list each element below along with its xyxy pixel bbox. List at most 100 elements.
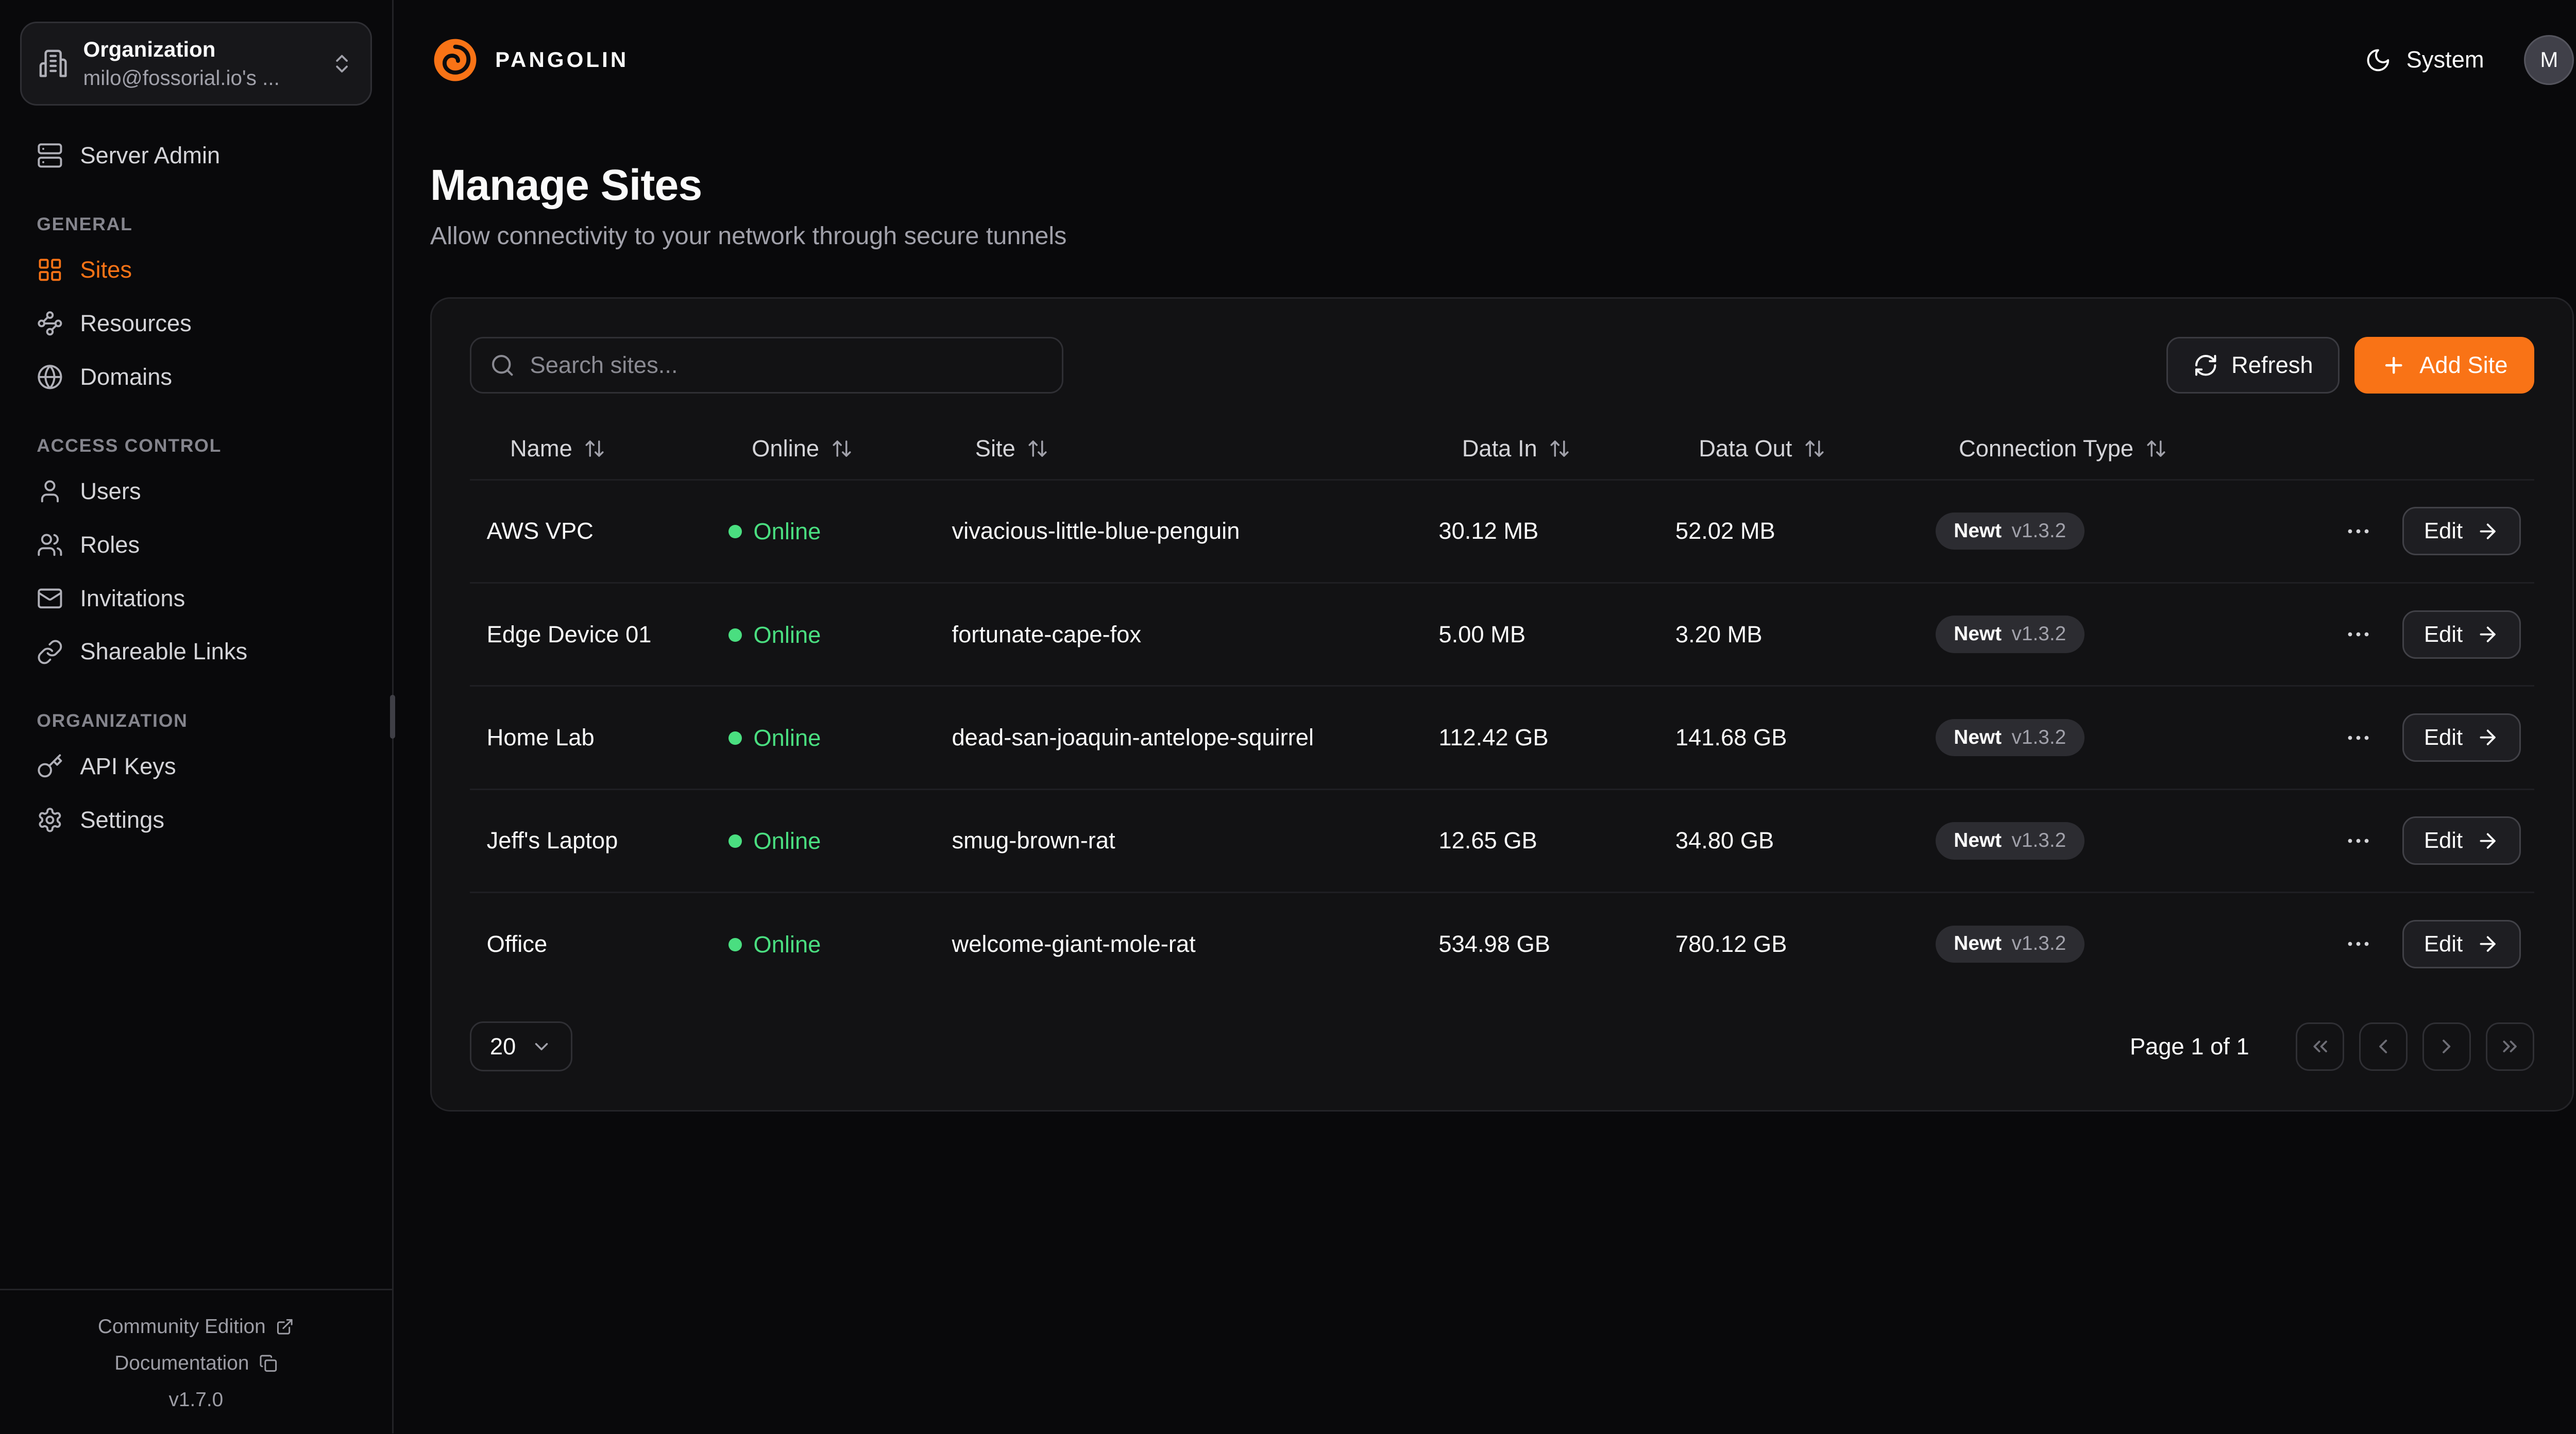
edit-button[interactable]: Edit xyxy=(2402,507,2521,556)
sidebar-nav: Server Admin GENERAL Sites Resources Do xyxy=(20,129,372,846)
sidebar-item-resources[interactable]: Resources xyxy=(20,297,372,350)
pangolin-logo-icon xyxy=(430,35,480,85)
connection-type-badge: Newt v1.3.2 xyxy=(1935,925,2084,963)
sidebar-item-label: Sites xyxy=(80,257,132,283)
first-page-button[interactable] xyxy=(2296,1022,2345,1071)
brand[interactable]: PANGOLIN xyxy=(430,35,629,85)
sidebar-item-roles[interactable]: Roles xyxy=(20,518,372,572)
org-selector-texts: Organization milo@fossorial.io's ... xyxy=(83,35,316,92)
edit-button[interactable]: Edit xyxy=(2402,816,2521,865)
waypoints-icon xyxy=(37,310,63,337)
row-menu-button[interactable] xyxy=(2339,719,2377,757)
sidebar-item-label: Resources xyxy=(80,310,192,337)
column-header-data-out[interactable]: Data Out xyxy=(1659,419,1919,480)
edit-button[interactable]: Edit xyxy=(2402,610,2521,659)
documentation-link[interactable]: Documentation xyxy=(114,1352,277,1375)
key-icon xyxy=(37,753,63,780)
edit-button[interactable]: Edit xyxy=(2402,713,2521,762)
cell-data-in: 112.42 GB xyxy=(1422,685,1659,790)
toolbar-actions: Refresh Add Site xyxy=(2166,337,2534,394)
cell-name: AWS VPC xyxy=(470,479,712,583)
sort-icon xyxy=(1027,438,1048,459)
sidebar-item-users[interactable]: Users xyxy=(20,465,372,518)
sidebar-item-label: Server Admin xyxy=(80,142,221,168)
row-menu-button[interactable] xyxy=(2339,615,2377,653)
page-subtitle: Allow connectivity to your network throu… xyxy=(430,222,1067,250)
sidebar-item-label: Domains xyxy=(80,363,173,390)
sidebar-item-domains[interactable]: Domains xyxy=(20,350,372,404)
sidebar-item-label: Settings xyxy=(80,806,164,833)
sidebar-item-shareable-links[interactable]: Shareable Links xyxy=(20,625,372,679)
plus-icon xyxy=(2381,353,2406,378)
chevron-right-icon xyxy=(2435,1035,2458,1058)
sort-icon xyxy=(584,438,605,459)
org-selector[interactable]: Organization milo@fossorial.io's ... xyxy=(20,22,372,106)
org-selector-value: milo@fossorial.io's ... xyxy=(83,66,280,90)
page-title: Manage Sites xyxy=(430,160,702,209)
sidebar-footer: Community Edition Documentation v1.7.0 xyxy=(0,1288,392,1433)
main-content: PANGOLIN System M Manage Sites Allow con… xyxy=(394,0,2576,1433)
refresh-button[interactable]: Refresh xyxy=(2166,337,2340,394)
topbar-right: System M xyxy=(2365,35,2574,86)
arrow-right-icon xyxy=(2476,520,2499,543)
arrow-right-icon xyxy=(2476,829,2499,852)
topbar: PANGOLIN System M xyxy=(430,0,2574,120)
pagination: 20 Page 1 of 1 xyxy=(470,1021,2534,1072)
arrow-right-icon xyxy=(2476,726,2499,749)
refresh-icon xyxy=(2193,353,2218,378)
sidebar-item-label: Invitations xyxy=(80,585,185,611)
table-row: Edge Device 01 Online fortunate-cape-fox… xyxy=(470,582,2534,686)
avatar[interactable]: M xyxy=(2524,35,2574,86)
cell-data-out: 3.20 MB xyxy=(1658,582,1919,686)
edit-button[interactable]: Edit xyxy=(2402,919,2521,968)
column-header-online[interactable]: Online xyxy=(712,419,936,480)
table-row: Home Lab Online dead-san-joaquin-antelop… xyxy=(470,685,2534,790)
user-icon xyxy=(37,478,63,505)
sidebar-item-api-keys[interactable]: API Keys xyxy=(20,740,372,793)
sidebar-item-label: Shareable Links xyxy=(80,638,248,665)
sidebar-item-sites[interactable]: Sites xyxy=(20,243,372,297)
page-size-select[interactable]: 20 xyxy=(470,1021,573,1072)
last-page-button[interactable] xyxy=(2486,1022,2534,1071)
status-badge: Online xyxy=(728,931,821,958)
cell-site: welcome-giant-mole-rat xyxy=(935,892,1422,995)
table-row: AWS VPC Online vivacious-little-blue-pen… xyxy=(470,479,2534,583)
cell-data-out: 780.12 GB xyxy=(1658,892,1919,995)
gear-icon xyxy=(37,807,63,833)
search-input[interactable] xyxy=(530,352,1044,379)
sort-icon xyxy=(1549,438,1570,459)
row-menu-button[interactable] xyxy=(2339,822,2377,860)
column-header-site[interactable]: Site xyxy=(935,419,1422,480)
theme-toggle[interactable]: System xyxy=(2365,46,2484,73)
sidebar-item-settings[interactable]: Settings xyxy=(20,793,372,847)
add-site-button[interactable]: Add Site xyxy=(2354,337,2534,394)
row-menu-button[interactable] xyxy=(2339,925,2377,963)
avatar-initial: M xyxy=(2540,47,2558,72)
column-header-name[interactable]: Name xyxy=(470,419,711,480)
org-selector-label: Organization xyxy=(83,37,216,61)
arrow-right-icon xyxy=(2476,932,2499,955)
cell-data-out: 52.02 MB xyxy=(1658,479,1919,583)
server-icon xyxy=(37,142,63,169)
column-header-connection-type[interactable]: Connection Type xyxy=(1919,419,2302,480)
row-menu-button[interactable] xyxy=(2339,512,2377,550)
page-size-value: 20 xyxy=(489,1033,516,1060)
search-box xyxy=(470,337,1064,394)
app-version: v1.7.0 xyxy=(168,1389,224,1411)
users-icon xyxy=(37,532,63,558)
table-header-row: Name Online Site Data In Data Out xyxy=(470,419,2534,480)
community-edition-link[interactable]: Community Edition xyxy=(98,1316,294,1338)
sidebar-resize-handle[interactable] xyxy=(390,695,396,739)
prev-page-button[interactable] xyxy=(2359,1022,2408,1071)
external-link-icon xyxy=(276,1318,294,1336)
sidebar-item-server-admin[interactable]: Server Admin xyxy=(20,129,372,182)
mail-icon xyxy=(37,585,63,612)
column-header-data-in[interactable]: Data In xyxy=(1422,419,1659,480)
next-page-button[interactable] xyxy=(2422,1022,2471,1071)
cell-data-in: 12.65 GB xyxy=(1422,788,1659,893)
sidebar: Organization milo@fossorial.io's ... Ser… xyxy=(0,0,396,1433)
building-icon xyxy=(38,48,68,78)
documentation-icon xyxy=(259,1354,278,1373)
section-title-organization: ORGANIZATION xyxy=(37,710,188,731)
sidebar-item-invitations[interactable]: Invitations xyxy=(20,572,372,625)
